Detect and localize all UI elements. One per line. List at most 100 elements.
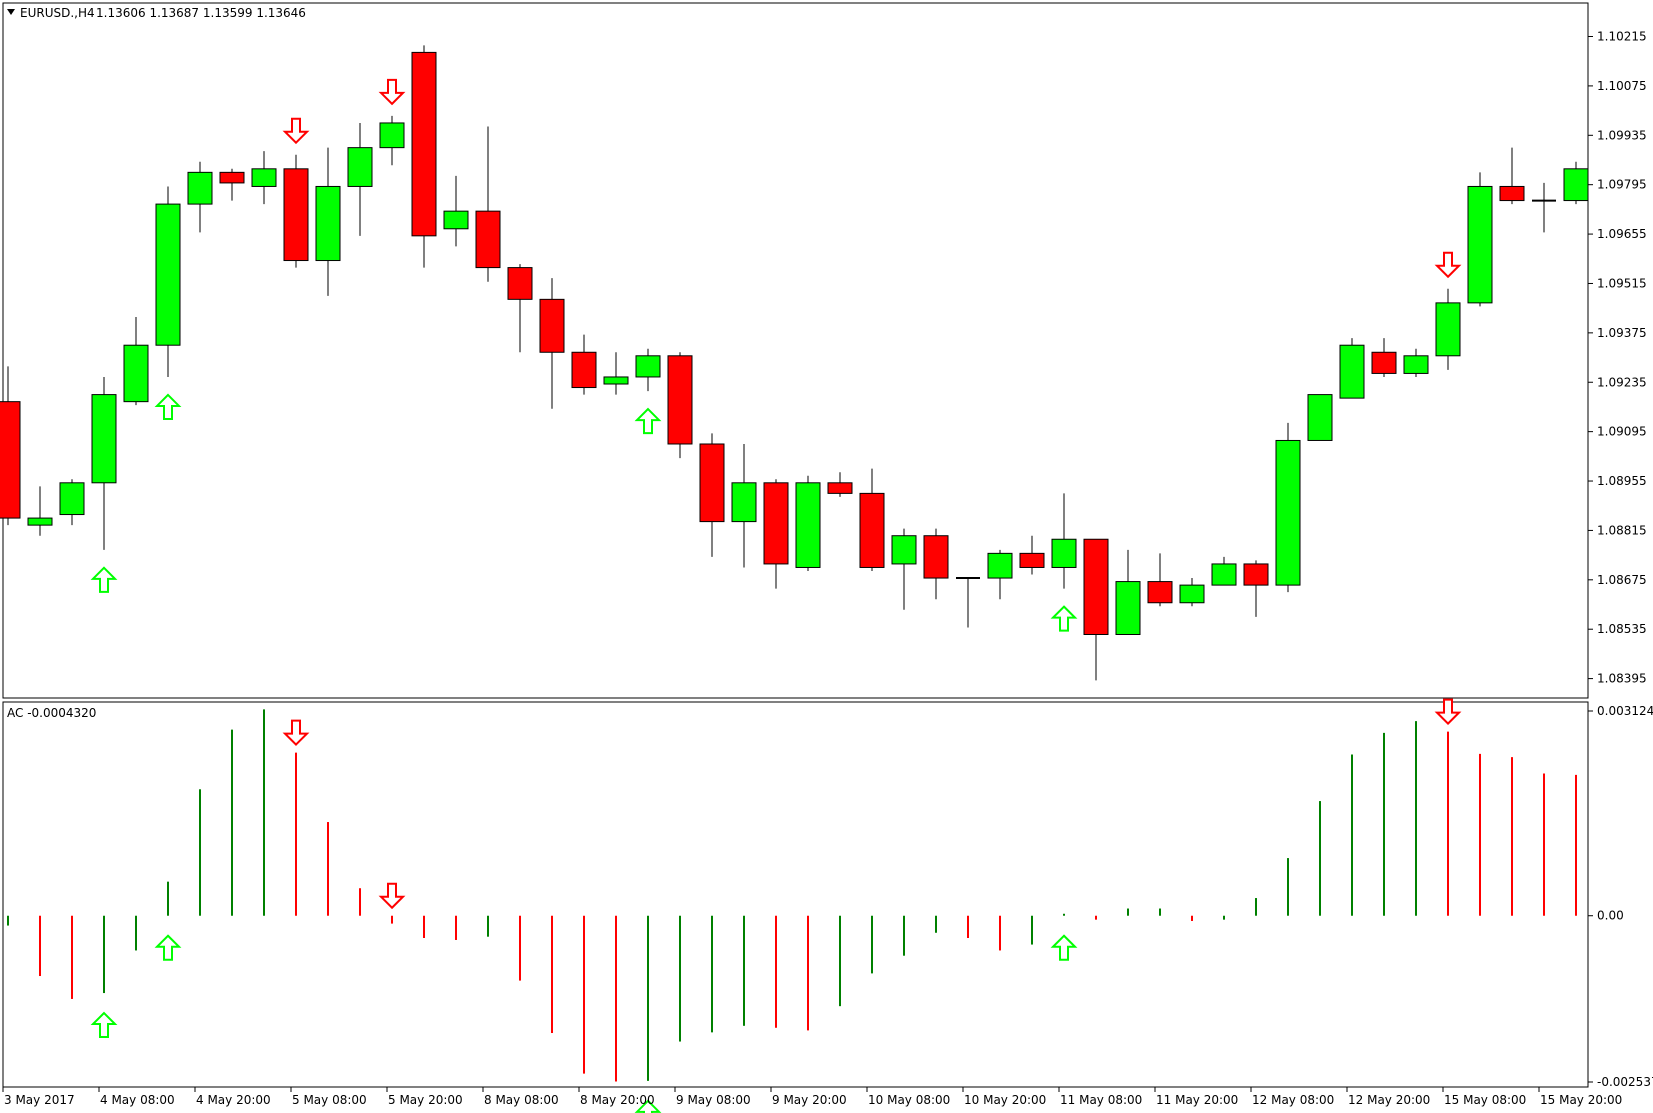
- candle-body-bull: [1051, 538, 1077, 568]
- candle-body-bull: [1403, 355, 1429, 374]
- candle: [891, 528, 917, 610]
- time-tick-label: 3 May 2017: [4, 1093, 75, 1107]
- collapse-triangle-icon[interactable]: [7, 9, 15, 15]
- candle-body-bull: [1435, 302, 1461, 357]
- candle: [667, 352, 693, 459]
- candle: [987, 549, 1013, 600]
- time-tick-label: 10 May 20:00: [964, 1093, 1046, 1107]
- candle-body-bull: [795, 482, 821, 568]
- price-arrows-layer: [90, 78, 1462, 632]
- candle: [1403, 348, 1429, 377]
- candle: [443, 175, 469, 247]
- candle: [1467, 172, 1493, 307]
- candle-body-bear: [1371, 351, 1397, 374]
- candle-body-bull: [1339, 344, 1365, 399]
- time-tick-label: 5 May 20:00: [388, 1093, 463, 1107]
- price-tick-label: 1.08955: [1597, 474, 1647, 488]
- candle: [1275, 422, 1301, 593]
- candle-body-bull: [1467, 185, 1493, 304]
- candle: [59, 479, 85, 526]
- candle-body-bull: [1275, 439, 1301, 586]
- candle: [1307, 394, 1333, 441]
- candle: [1083, 538, 1109, 681]
- candle: [1115, 549, 1141, 635]
- price-tick-label: 1.09235: [1597, 375, 1647, 389]
- sell-arrow-icon: [1434, 698, 1462, 726]
- price-tick-label: 1.10215: [1597, 30, 1647, 44]
- price-pane-frame: [2, 2, 1589, 699]
- candle: [187, 161, 213, 233]
- candle-body-bear: [219, 171, 245, 184]
- candle: [1147, 553, 1173, 607]
- candle-body-bear: [1243, 563, 1269, 586]
- price-tick-label: 1.10075: [1597, 79, 1647, 93]
- buy-arrow-icon: [154, 393, 182, 420]
- sell-arrow-icon: [378, 78, 406, 106]
- price-tick-label: 1.08535: [1597, 622, 1647, 636]
- candle-body-bull: [155, 203, 181, 346]
- time-tick-label: 9 May 20:00: [772, 1093, 847, 1107]
- candle: [763, 479, 789, 589]
- candle: [27, 486, 53, 536]
- candle: [0, 366, 21, 526]
- symbol-label: EURUSD.,H4: [20, 6, 95, 20]
- ac-bars-layer: [7, 709, 1577, 1082]
- candle-body-bear: [507, 267, 533, 300]
- candle-body-bear: [539, 298, 565, 353]
- price-pane[interactable]: EURUSD.,H4 1.13606 1.13687 1.13599 1.136…: [0, 2, 1647, 699]
- candle: [1211, 556, 1237, 586]
- price-tick-label: 1.08675: [1597, 573, 1647, 587]
- sell-arrow-icon: [282, 719, 310, 746]
- candle-body-bear: [763, 482, 789, 565]
- buy-arrow-icon: [634, 1099, 662, 1113]
- candle: [956, 577, 980, 628]
- ac-indicator-pane[interactable]: AC -0.0004320 0.0031246 0.00 -0.0025375: [2, 698, 1653, 1113]
- price-tick-label: 1.09795: [1597, 178, 1647, 192]
- candle-body-bull: [379, 122, 405, 149]
- candle: [1339, 338, 1365, 399]
- candle: [603, 352, 629, 395]
- buy-arrow-icon: [1050, 934, 1078, 961]
- candle-body-bull: [27, 517, 53, 526]
- ac-tick-label: 0.0031246: [1597, 704, 1653, 718]
- candle-body-bull: [603, 376, 629, 385]
- candle-body-bull: [187, 171, 213, 205]
- price-tick-label: 1.08395: [1597, 672, 1647, 686]
- candle: [571, 334, 597, 395]
- candle-body-bear: [1499, 185, 1525, 202]
- candle-body-bull: [59, 482, 85, 516]
- candle-body-bear: [1083, 538, 1109, 635]
- candle: [379, 115, 405, 166]
- candle: [859, 468, 885, 571]
- ac-arrows-layer: [90, 698, 1462, 1113]
- candle: [731, 443, 757, 568]
- candle-body-bear: [699, 443, 725, 523]
- price-axis: 1.10215 1.10075 1.09935 1.09795 1.09655 1.095…: [1588, 30, 1647, 686]
- candle-body-bull: [123, 344, 149, 403]
- candle: [411, 45, 437, 268]
- sell-arrow-icon: [282, 117, 310, 145]
- price-tick-label: 1.09095: [1597, 425, 1647, 439]
- buy-arrow-icon: [90, 1011, 118, 1039]
- candle: [539, 278, 565, 409]
- time-tick-label: 12 May 08:00: [1252, 1093, 1334, 1107]
- sell-arrow-icon: [1434, 251, 1462, 279]
- ac-indicator-label: AC -0.0004320: [7, 706, 96, 720]
- candle-body-bull: [91, 394, 117, 484]
- price-tick-label: 1.09375: [1597, 326, 1647, 340]
- candle-body-bear: [411, 51, 437, 237]
- candle-body-bull: [987, 552, 1013, 579]
- time-tick-label: 8 May 08:00: [484, 1093, 559, 1107]
- candle: [635, 348, 661, 392]
- candle-body-bull: [1211, 563, 1237, 586]
- time-tick-label: 5 May 08:00: [292, 1093, 367, 1107]
- candle-body-bear: [827, 482, 853, 494]
- time-tick-label: 11 May 08:00: [1060, 1093, 1142, 1107]
- candle: [315, 147, 341, 296]
- candle-body-bear: [1147, 581, 1173, 604]
- time-tick-label: 4 May 20:00: [196, 1093, 271, 1107]
- price-tick-label: 1.08815: [1597, 523, 1647, 537]
- candle: [795, 475, 821, 571]
